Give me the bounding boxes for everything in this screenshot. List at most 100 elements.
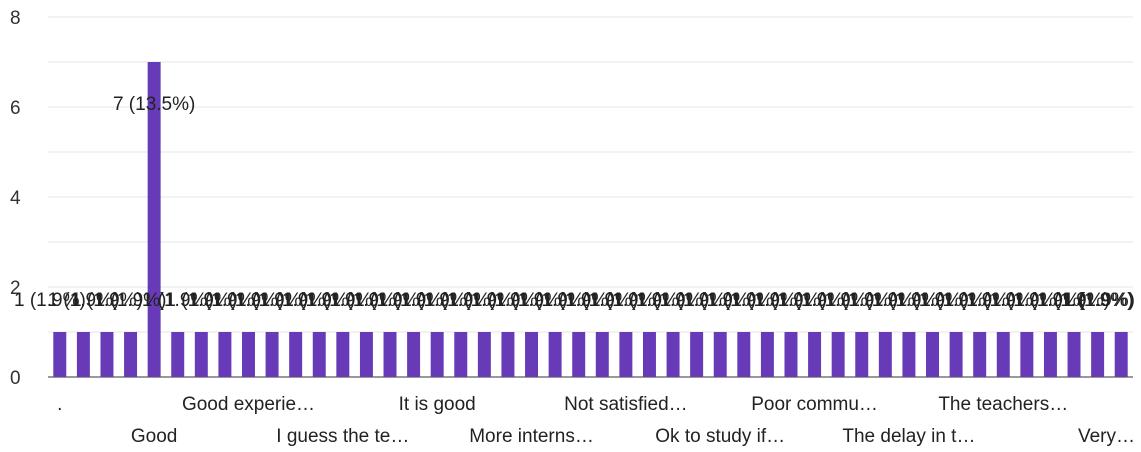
bar[interactable] — [808, 332, 822, 377]
data-label: 1 (1.9%) — [755, 290, 827, 311]
data-label: 1 (1.9%) — [920, 290, 992, 311]
bar[interactable] — [336, 332, 350, 377]
bar[interactable] — [218, 332, 232, 377]
data-label: 1 (1.9%) — [401, 290, 473, 311]
bar[interactable] — [690, 332, 704, 377]
x-tick-label: I guess the te… — [276, 426, 409, 447]
bar[interactable] — [1091, 332, 1105, 377]
bar[interactable] — [53, 332, 67, 377]
data-label: 1 (1.9%) — [354, 290, 426, 311]
bar[interactable] — [477, 332, 491, 377]
data-label: 1 (1.9%) — [236, 290, 308, 311]
data-label: 1 (1.9%) — [849, 290, 921, 311]
x-tick-label: Poor commu… — [751, 394, 878, 415]
bar[interactable] — [525, 332, 539, 377]
data-label: 1 (1.9%) — [873, 290, 945, 311]
data-label: 1 (1.9%) — [95, 290, 167, 311]
data-label: 1 (1.9%) — [331, 290, 403, 311]
data-label: 1 (1.9%) — [566, 290, 638, 311]
x-tick-label: Good — [131, 426, 177, 447]
x-tick-label: Not satisfied… — [564, 394, 688, 415]
data-label: 1 (1.9%) — [307, 290, 379, 311]
bar[interactable] — [595, 332, 609, 377]
bar[interactable] — [501, 332, 515, 377]
bar[interactable] — [878, 332, 892, 377]
data-label: 1 (1.9%) — [213, 290, 285, 311]
bar[interactable] — [548, 332, 562, 377]
bar[interactable] — [359, 332, 373, 377]
bar[interactable] — [666, 332, 680, 377]
bar[interactable] — [1043, 332, 1057, 377]
bar[interactable] — [1067, 332, 1081, 377]
bar[interactable] — [572, 332, 586, 377]
x-tick-label: More interns… — [469, 426, 594, 447]
bar[interactable] — [713, 332, 727, 377]
bar[interactable] — [855, 332, 869, 377]
x-tick-label: Good experie… — [182, 394, 315, 415]
bar[interactable] — [619, 332, 633, 377]
bar[interactable] — [996, 332, 1010, 377]
bar[interactable] — [242, 332, 255, 377]
bar[interactable] — [124, 332, 138, 377]
data-label: 1 (1.9%) — [165, 290, 237, 311]
bar[interactable] — [407, 332, 421, 377]
bar[interactable] — [312, 332, 326, 377]
bar[interactable] — [100, 332, 114, 377]
bar[interactable] — [171, 332, 185, 377]
data-label: 1 (1.9%) — [1015, 290, 1087, 311]
x-tick-label: It is good — [399, 394, 476, 415]
bar[interactable] — [831, 332, 845, 377]
data-label: 1 (1.9%) — [826, 290, 898, 311]
x-tick-label: The delay in t… — [842, 426, 975, 447]
bar[interactable] — [430, 332, 444, 377]
bars — [53, 62, 1128, 377]
bar[interactable] — [76, 332, 90, 377]
data-label: 1 (1.9%) — [991, 290, 1063, 311]
bar[interactable] — [265, 332, 279, 377]
bar[interactable] — [902, 332, 916, 377]
y-axis-ticks: 0 2 4 6 8 — [10, 8, 21, 389]
bar[interactable] — [642, 332, 656, 377]
data-label: 1 (1.9%) — [684, 290, 756, 311]
bar[interactable] — [1020, 332, 1034, 377]
data-label: 1 (1.9%) — [448, 290, 520, 311]
data-label: 1 (1.9%) — [260, 290, 332, 311]
data-label: 1 (1.9%) — [142, 290, 214, 311]
data-label: 1 (1.9%) — [897, 290, 969, 311]
bar[interactable] — [784, 332, 798, 377]
bar[interactable] — [760, 332, 774, 377]
y-tick-label: 0 — [10, 368, 21, 389]
data-label: 1 (1.9%) — [496, 290, 568, 311]
data-label: 1 (1.9%) — [637, 290, 709, 311]
bar[interactable] — [737, 332, 751, 377]
data-label: 1 (1.9%) — [1062, 290, 1134, 311]
bar[interactable] — [1114, 332, 1128, 377]
x-tick-label: Ok to study if… — [655, 426, 785, 447]
data-label: 1 (1.9%) — [71, 290, 143, 311]
data-label: 1 (1.9%) — [614, 290, 686, 311]
data-label: 1 (1.9%) — [189, 290, 261, 311]
data-label: 1 (1.9%) — [967, 290, 1039, 311]
data-label: 1 (1.9%) — [944, 290, 1016, 311]
bar[interactable] — [926, 332, 939, 377]
bar[interactable] — [454, 332, 468, 377]
data-label: 1 (1.9%) — [802, 290, 874, 311]
data-label: 1 (1.9%) — [661, 290, 733, 311]
data-label: 1 (1.9%) — [731, 290, 803, 311]
data-label: 1 (1.9%) — [1038, 290, 1110, 311]
data-label: 1 (1.9%) — [47, 290, 119, 311]
bar[interactable] — [973, 332, 987, 377]
bar[interactable] — [949, 332, 963, 377]
y-tick-label: 6 — [10, 98, 21, 119]
gridlines — [48, 16, 1133, 378]
data-label: 1 (1.9%) — [708, 290, 780, 311]
bar[interactable] — [383, 332, 397, 377]
y-tick-label: 2 — [10, 278, 21, 299]
bar[interactable] — [194, 332, 208, 377]
data-label: 1 (1.9%) — [519, 290, 591, 311]
bar[interactable] — [147, 62, 161, 377]
bar[interactable] — [289, 332, 303, 377]
data-labels: 1 (1.9%)1 (1.9%)1 (1.9%)1 (1.9%)7 (13.5%… — [14, 94, 1135, 311]
